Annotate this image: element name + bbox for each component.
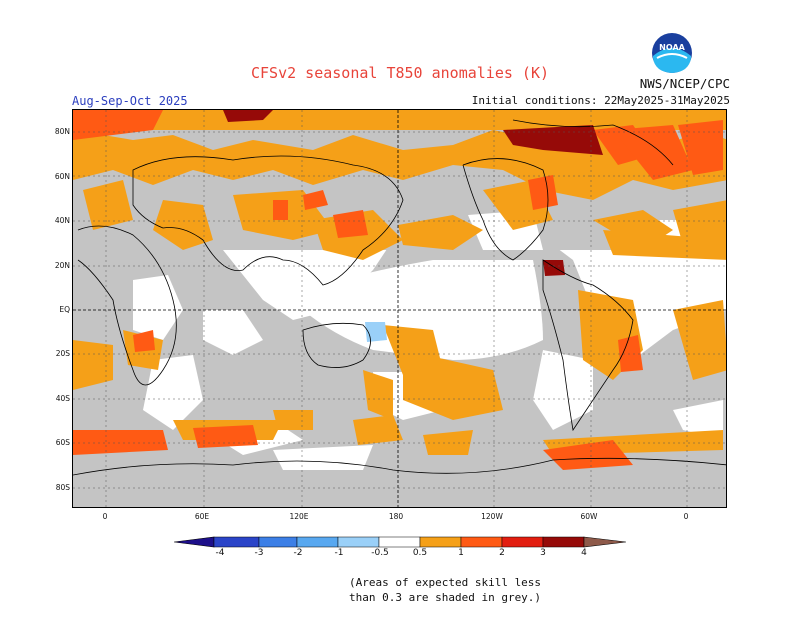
noaa-logo: NOAA [651,32,693,74]
lon-label: 0 [102,512,108,521]
season-label: Aug-Sep-Oct 2025 [72,94,188,108]
colorbar-label: -2 [293,548,303,558]
skill-note-line2: than 0.3 are shaded in grey.) [349,591,542,604]
lon-label: 120W [481,512,503,521]
lat-label: 60N [54,172,70,181]
colorbar-arrow-right [583,536,626,548]
colorbar-box [213,536,260,548]
red-orange-regions [73,110,723,470]
lat-label: 80N [54,127,70,136]
lat-label: 20N [54,261,70,270]
coastlines [73,119,726,476]
colorbar-arrow-left [174,536,215,548]
colorbar-label: -4 [215,548,225,558]
initial-conditions-label: Initial conditions: 22May2025-31May2025 [471,94,730,107]
agency-label: NWS/NCEP/CPC [639,76,730,91]
anomaly-map [72,109,727,508]
lon-label: 180 [388,512,404,521]
skill-note: (Areas of expected skill less than 0.3 a… [349,575,541,605]
colorbar-box [378,536,421,548]
lat-label: 60S [55,438,70,447]
colorbar-label: -3 [254,548,264,558]
colorbar-label: 2 [499,548,505,558]
lat-label: 40N [54,216,70,225]
lon-label: 120E [289,512,309,521]
lat-label: 20S [55,349,70,358]
dark-red-regions [223,110,603,276]
skill-note-line1: (Areas of expected skill less [349,576,542,589]
colorbar-box [501,536,544,548]
colorbar-box [419,536,462,548]
colorbar-label: -1 [334,548,344,558]
map-title: CFSv2 seasonal T850 anomalies (K) [250,64,549,82]
map-svg [73,110,726,507]
colorbar-label: -0.5 [371,548,389,558]
graticule [73,110,726,507]
colorbar-box [542,536,585,548]
colorbar-box [337,536,380,548]
lat-label: EQ [59,305,70,314]
lon-label: 60E [194,512,210,521]
colorbar-box [258,536,298,548]
colorbar [174,536,626,548]
light-blue-regions [365,322,387,342]
logo-text: NOAA [659,43,685,52]
colorbar-label: 0.5 [412,548,428,558]
colorbar-box [460,536,503,548]
colorbar-label: 1 [458,548,464,558]
colorbar-box [296,536,339,548]
lon-label: 0 [683,512,689,521]
equator-dateline [73,110,726,507]
lat-label: 80S [55,483,70,492]
lon-label: 60W [580,512,598,521]
colorbar-label: 4 [581,548,587,558]
colorbar-label: 3 [540,548,546,558]
lat-label: 40S [55,394,70,403]
